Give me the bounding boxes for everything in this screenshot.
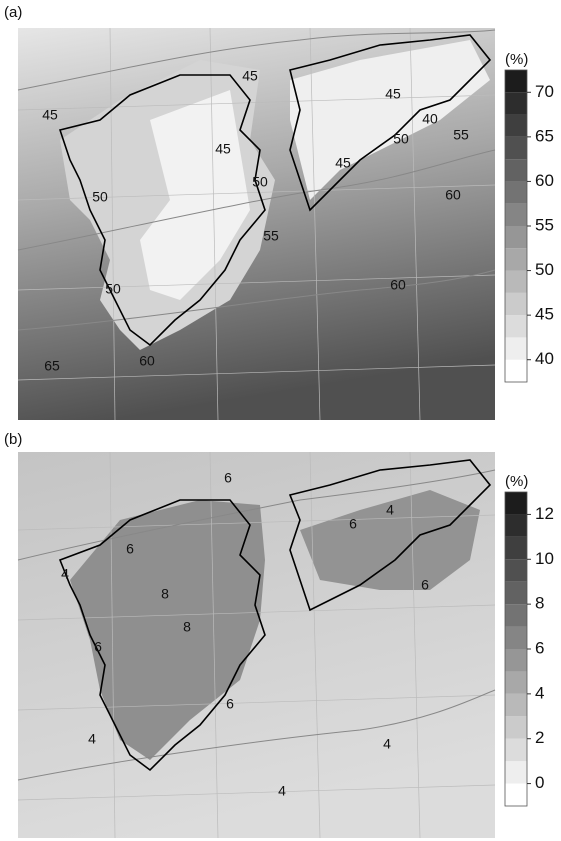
colorbar-band [505, 581, 527, 605]
colorbar-band [505, 337, 527, 360]
colorbar-band [505, 181, 527, 204]
colorbar-band [505, 626, 527, 649]
colorbar-band [505, 203, 527, 226]
colorbar-tick-label: 70 [535, 82, 554, 101]
colorbar-tick-label: 0 [535, 773, 544, 792]
contour-label: 55 [453, 127, 469, 143]
contour-label: 65 [44, 358, 60, 374]
colorbar-tick-label: 6 [535, 638, 544, 657]
contour-label: 4 [386, 502, 394, 518]
contour-label: 50 [92, 189, 108, 205]
colorbar-tick-label: 8 [535, 594, 544, 613]
contour-label: 6 [226, 696, 234, 712]
colorbar-band [505, 671, 527, 694]
colorbar-tick-label: 50 [535, 260, 554, 279]
contour-label: 55 [263, 228, 279, 244]
contour-label: 50 [393, 131, 409, 147]
colorbar-tick-label: 55 [535, 215, 554, 234]
colorbar-tick-label: 40 [535, 349, 554, 368]
panel-label: (b) [4, 431, 22, 448]
colorbar-band [505, 783, 527, 806]
colorbar-band [505, 604, 527, 627]
colorbar-band [505, 159, 527, 182]
contour-label: 4 [88, 731, 96, 747]
colorbar-tick-label: 65 [535, 126, 554, 145]
contour-label: 6 [94, 639, 102, 655]
contour-labels-b: 6 4 6 6 4 8 6 8 6 6 4 4 4 [61, 470, 429, 799]
contour-label: 6 [224, 470, 232, 486]
contour-labels-a: 45 45 45 40 50 55 45 45 50 60 50 55 60 5… [42, 68, 469, 374]
contour-label: 6 [421, 577, 429, 593]
contour-label: 50 [105, 281, 121, 297]
colorbar-band [505, 226, 527, 249]
colorbar-band [505, 114, 527, 137]
contour-label: 4 [278, 783, 286, 799]
contour-label: 45 [335, 155, 351, 171]
colorbar-band [505, 716, 527, 739]
contour-label: 60 [139, 353, 155, 369]
contour-label: 60 [445, 187, 461, 203]
panel-label: (a) [4, 4, 22, 21]
colorbar-band [505, 693, 527, 717]
contour-label: 6 [126, 541, 134, 557]
contour-label: 40 [422, 111, 438, 127]
colorbar-band [505, 492, 527, 515]
colorbar-band [505, 70, 527, 93]
colorbar-band [505, 292, 527, 316]
map-a [17, 27, 496, 421]
colorbar-band [505, 559, 527, 582]
contour-label: 4 [383, 736, 391, 752]
contour-label: 60 [390, 277, 406, 293]
contour-label: 45 [385, 86, 401, 102]
colorbar-tick-label: 2 [535, 728, 544, 747]
map-b [17, 451, 496, 839]
colorbar-band [505, 136, 527, 160]
colorbar-band [505, 738, 527, 762]
contour-label: 45 [242, 68, 258, 84]
colorbar-band [505, 270, 527, 293]
colorbar-unit: (%) [505, 473, 528, 490]
contour-label: 6 [349, 516, 357, 532]
colorbar-band [505, 514, 527, 537]
colorbar-tick-label: 45 [535, 305, 554, 324]
colorbar-band [505, 536, 527, 560]
colorbar-tick-label: 60 [535, 171, 554, 190]
contour-label: 8 [161, 586, 169, 602]
colorbar-band [505, 248, 527, 271]
contour-label: 45 [215, 141, 231, 157]
contour-label: 8 [183, 619, 191, 635]
colorbar-band [505, 649, 527, 672]
colorbar-band [505, 315, 527, 338]
colorbar-band [505, 92, 527, 115]
colorbar-tick-label: 10 [535, 549, 554, 568]
contour-label: 45 [42, 107, 58, 123]
colorbar-tick-label: 4 [535, 683, 544, 702]
colorbar-band [505, 359, 527, 382]
contour-label: 50 [252, 174, 268, 190]
colorbar-unit: (%) [505, 51, 528, 68]
colorbar-tick-label: 12 [535, 504, 554, 523]
contour-label: 4 [61, 566, 69, 582]
colorbar-band [505, 761, 527, 784]
